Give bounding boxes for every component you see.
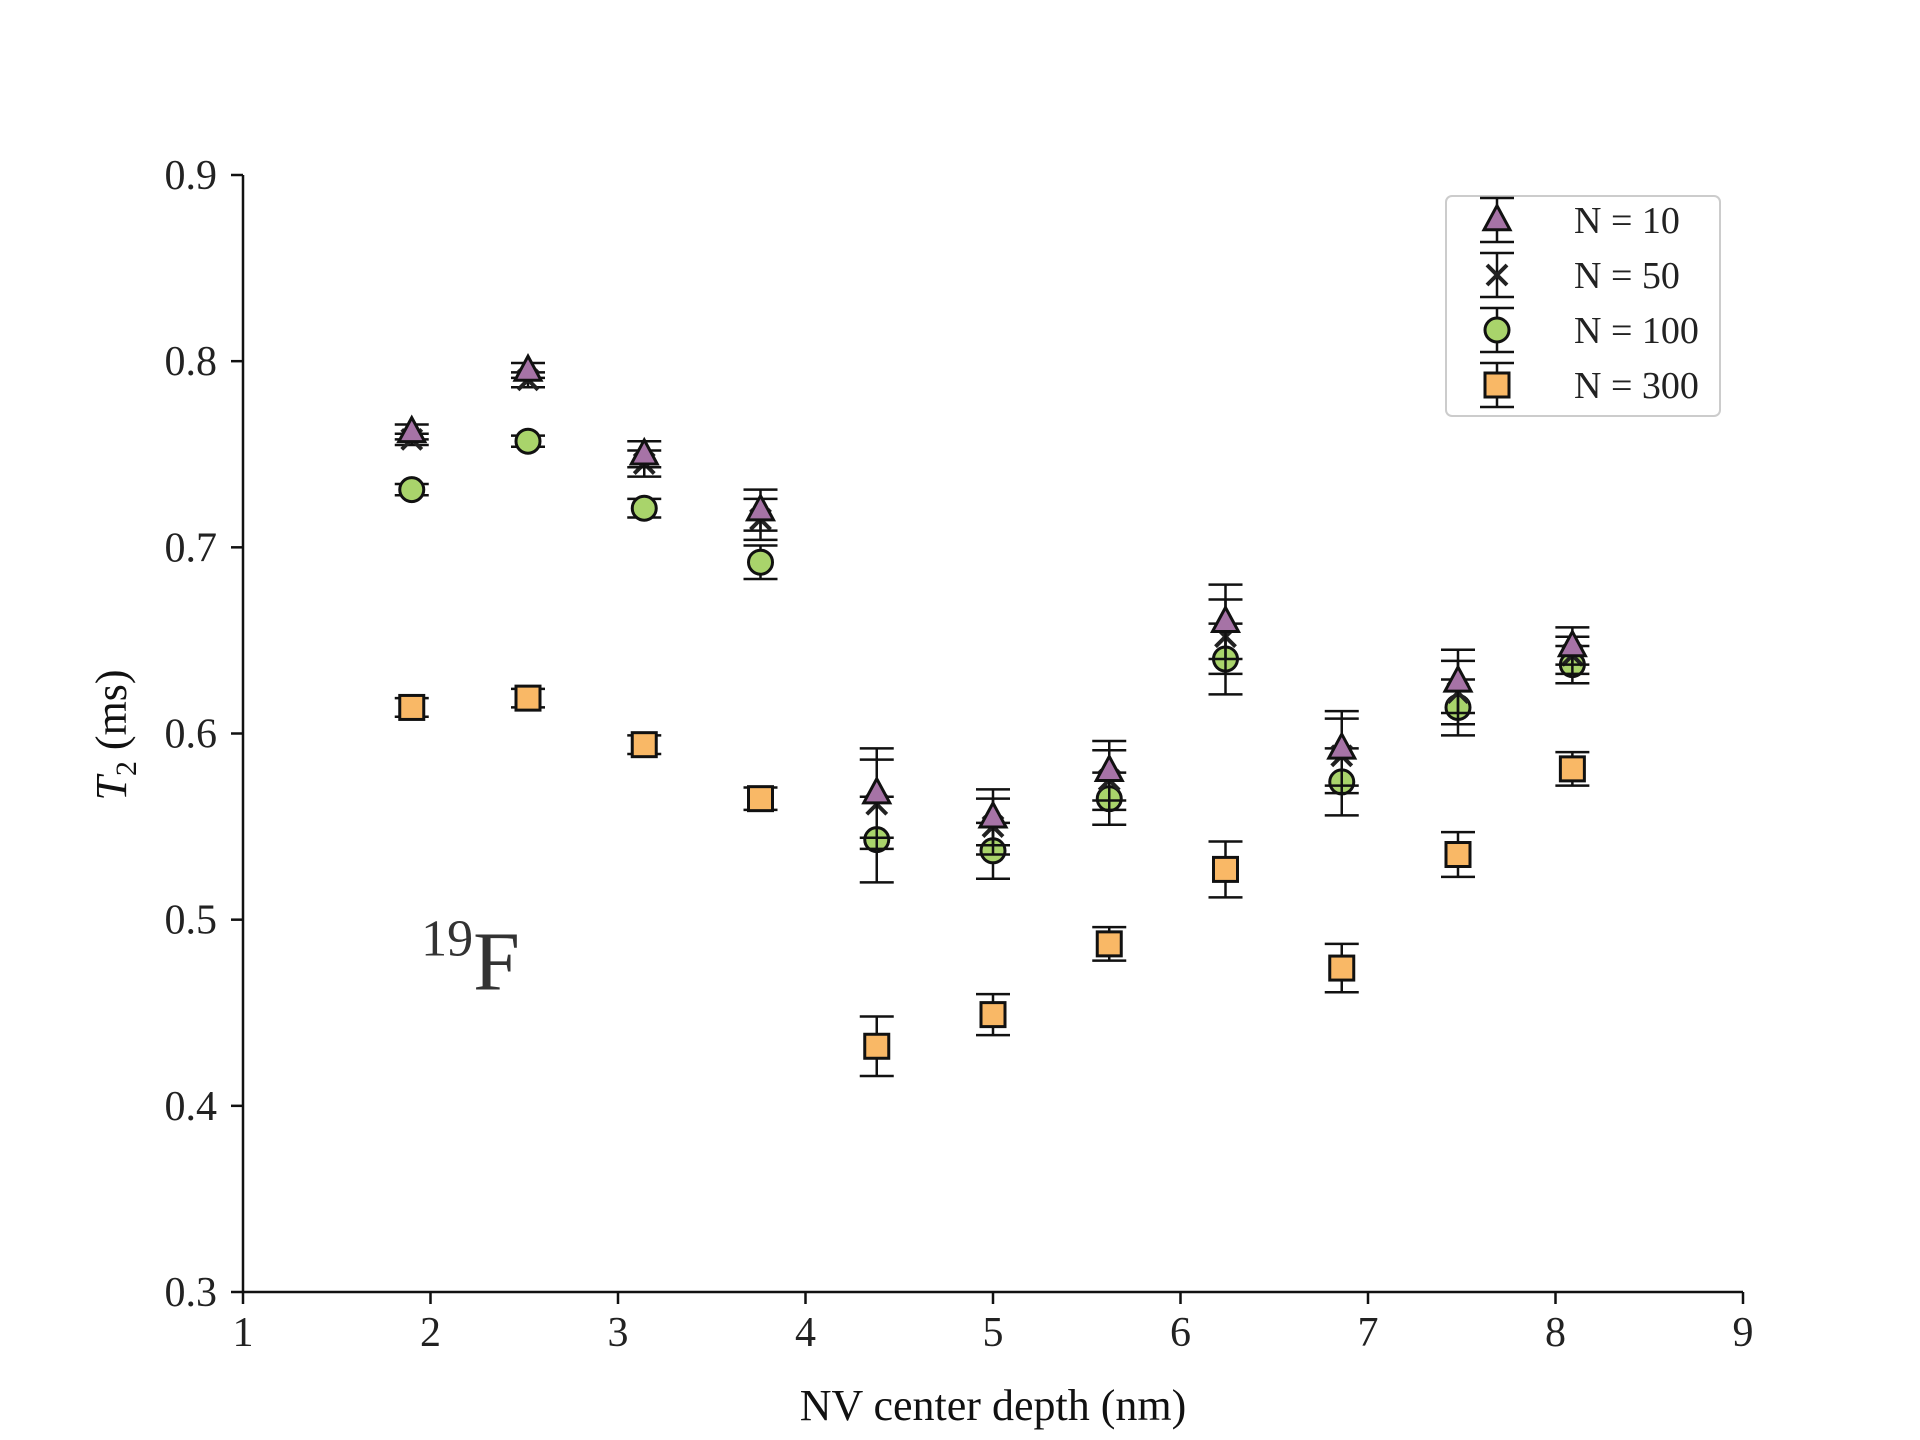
- data-point: [514, 684, 542, 712]
- data-point: [1444, 841, 1472, 869]
- data-point: [1328, 954, 1356, 982]
- data-point: [1209, 604, 1242, 634]
- legend-marker: [1483, 371, 1511, 399]
- y-tick-label: 0.4: [165, 1084, 218, 1130]
- y-tick-label: 0.8: [165, 339, 218, 385]
- data-point: [630, 731, 658, 759]
- data-point: [1326, 730, 1358, 760]
- x-tick-label: 5: [983, 1310, 1004, 1356]
- legend-item: N = 300: [1480, 361, 1699, 409]
- data-point: [1556, 628, 1588, 658]
- series-square: [394, 684, 1590, 1078]
- data-point: [512, 353, 544, 382]
- data-point: [747, 548, 774, 576]
- data-point: [863, 1032, 891, 1060]
- legend-marker: [1483, 316, 1511, 344]
- data-point: [630, 494, 658, 522]
- x-axis-ticks: 1 2 3 4 5 6 7 8 9: [233, 1292, 1754, 1356]
- data-point: [628, 436, 660, 466]
- x-tick-label: 9: [1733, 1310, 1754, 1356]
- legend-item: N = 100: [1480, 306, 1699, 354]
- data-point: [1212, 855, 1239, 883]
- data-point: [1558, 755, 1586, 783]
- y-tick-label: 0.7: [165, 525, 218, 571]
- y-tick-label: 0.3: [165, 1270, 218, 1316]
- data-point: [744, 492, 777, 522]
- x-tick-label: 4: [795, 1310, 816, 1356]
- legend-marker: [1481, 202, 1513, 232]
- legend-label: N = 50: [1574, 255, 1680, 297]
- legend-item: N = 10: [1480, 196, 1680, 244]
- x-tick-label: 8: [1545, 1310, 1566, 1356]
- data-point: [747, 785, 774, 813]
- series-x: [394, 368, 1590, 856]
- series-layer: [394, 353, 1590, 1078]
- x-tick-label: 3: [608, 1310, 629, 1356]
- x-tick-label: 2: [420, 1310, 441, 1356]
- series-triangle: [394, 353, 1590, 847]
- isotope-annotation: 19F: [421, 911, 520, 1009]
- x-tick-label: 6: [1170, 1310, 1191, 1356]
- y-axis-ticks: 0.3 0.4 0.5 0.6 0.7 0.8 0.9: [165, 153, 243, 1316]
- legend-frame: [1445, 195, 1721, 417]
- data-point: [514, 427, 542, 455]
- legend-label: N = 300: [1574, 365, 1699, 407]
- legend-marker: [1485, 263, 1509, 287]
- x-tick-label: 7: [1358, 1310, 1379, 1356]
- data-point: [977, 799, 1009, 829]
- y-axis-label: T2 (ms): [87, 669, 143, 800]
- data-point: [979, 1001, 1007, 1029]
- x-axis-label: NV center depth (nm): [800, 1381, 1187, 1430]
- x-tick-label: 1: [233, 1310, 254, 1356]
- legend-label: N = 10: [1574, 200, 1680, 242]
- data-point: [398, 693, 426, 721]
- y-tick-label: 0.9: [165, 153, 218, 199]
- legend-item: N = 50: [1480, 251, 1680, 299]
- data-point: [396, 414, 428, 444]
- legend: N = 10 N = 50 N = 100 N = 300: [1445, 195, 1721, 417]
- data-point: [1095, 930, 1123, 958]
- y-tick-label: 0.5: [165, 898, 218, 944]
- data-point: [861, 775, 893, 805]
- data-point: [1442, 663, 1474, 693]
- y-tick-label: 0.6: [165, 712, 218, 758]
- data-point: [398, 476, 426, 504]
- legend-label: N = 100: [1574, 310, 1699, 352]
- data-point: [1093, 753, 1125, 782]
